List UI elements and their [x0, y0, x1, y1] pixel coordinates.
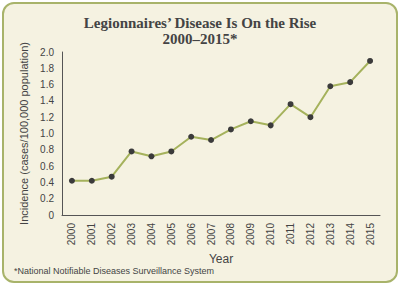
svg-text:2009: 2009	[245, 223, 256, 246]
svg-text:2005: 2005	[166, 223, 177, 246]
svg-text:0.6: 0.6	[40, 161, 54, 172]
svg-text:2001: 2001	[86, 223, 97, 246]
svg-text:2010: 2010	[265, 223, 276, 246]
svg-text:0: 0	[48, 210, 54, 221]
svg-text:Incidence (cases/100,000 popul: Incidence (cases/100,000 population)	[18, 42, 30, 225]
svg-text:Year: Year	[209, 252, 233, 266]
svg-text:Legionnaires’ Disease Is On th: Legionnaires’ Disease Is On the Rise	[84, 15, 317, 31]
svg-text:*National Notifiable Diseases: *National Notifiable Diseases Surveillan…	[14, 266, 214, 276]
svg-text:2007: 2007	[206, 223, 217, 246]
svg-text:1.6: 1.6	[40, 79, 54, 90]
svg-text:1.8: 1.8	[40, 63, 54, 74]
svg-text:2006: 2006	[186, 223, 197, 246]
svg-text:1.2: 1.2	[40, 112, 54, 123]
svg-text:0.4: 0.4	[40, 177, 54, 188]
svg-text:2014: 2014	[345, 223, 356, 246]
svg-text:0.2: 0.2	[40, 193, 54, 204]
svg-text:1.4: 1.4	[40, 95, 54, 106]
svg-text:2015: 2015	[365, 223, 376, 246]
svg-text:2012: 2012	[305, 223, 316, 246]
svg-text:2011: 2011	[285, 223, 296, 245]
svg-text:0.8: 0.8	[40, 144, 54, 155]
svg-text:2000–2015*: 2000–2015*	[163, 31, 238, 47]
svg-text:2000: 2000	[66, 223, 77, 246]
svg-text:2003: 2003	[126, 223, 137, 246]
svg-text:2002: 2002	[106, 223, 117, 246]
svg-text:1.0: 1.0	[40, 128, 54, 139]
svg-text:2008: 2008	[225, 223, 236, 246]
svg-text:2004: 2004	[146, 223, 157, 246]
svg-text:2.0: 2.0	[40, 47, 54, 58]
svg-text:2013: 2013	[325, 223, 336, 246]
